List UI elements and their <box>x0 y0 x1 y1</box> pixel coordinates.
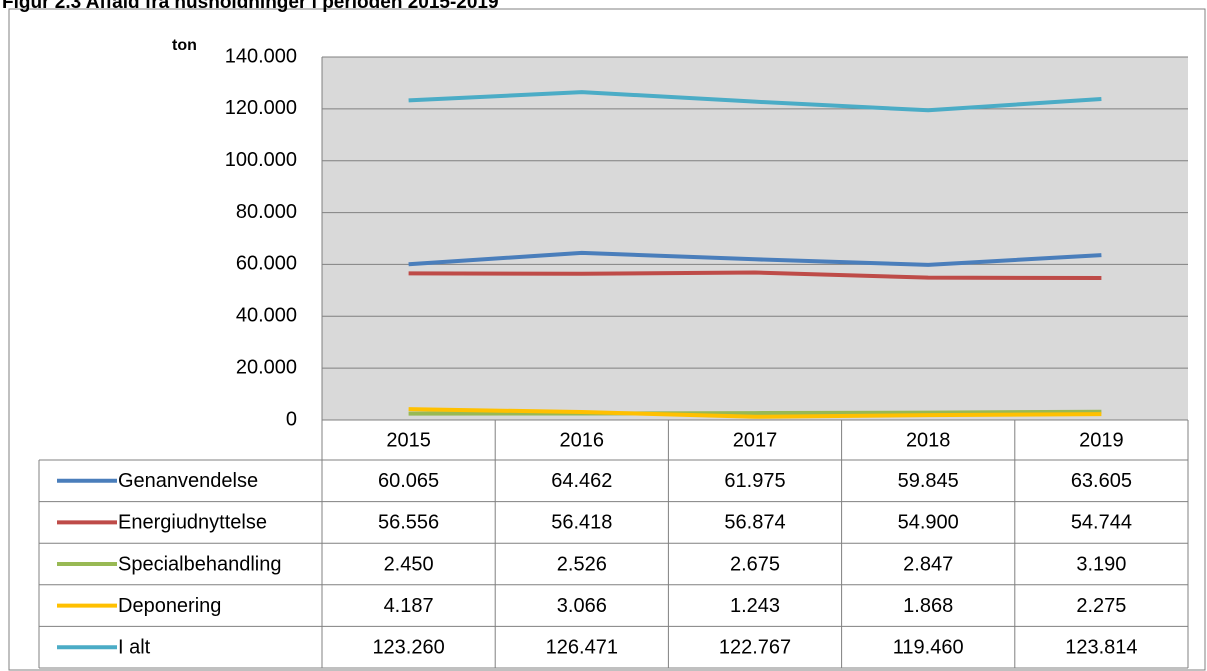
table-value: 63.605 <box>1071 470 1132 492</box>
y-tick-label: 120.000 <box>225 97 297 119</box>
x-tick-label: 2019 <box>1079 429 1124 451</box>
x-tick-label: 2018 <box>906 429 951 451</box>
series-line <box>408 90 1102 113</box>
y-tick-label: 40.000 <box>236 305 297 327</box>
y-tick-label: 100.000 <box>225 149 297 171</box>
series-line <box>408 407 1102 419</box>
legend-label: Specialbehandling <box>118 553 281 575</box>
table-value: 3.066 <box>557 595 607 617</box>
table-value: 2.675 <box>730 553 780 575</box>
legend-label: I alt <box>118 636 151 658</box>
table-value: 2.847 <box>903 553 953 575</box>
chart-title: Figur 2.3 Affald fra husholdninger i per… <box>2 0 499 13</box>
table-value: 1.243 <box>730 595 780 617</box>
y-tick-label: 0 <box>286 408 297 430</box>
table-value: 2.526 <box>557 553 607 575</box>
table-value: 123.814 <box>1065 636 1137 658</box>
x-tick-label: 2015 <box>386 429 431 451</box>
x-tick-label: 2016 <box>560 429 605 451</box>
table-value: 64.462 <box>551 470 612 492</box>
table-value: 56.874 <box>724 512 785 534</box>
series-line <box>408 270 1102 281</box>
table-value: 60.065 <box>378 470 439 492</box>
series-line <box>408 250 1102 267</box>
y-tick-label: 60.000 <box>236 253 297 275</box>
y-tick-label: 140.000 <box>225 45 297 67</box>
table-value: 3.190 <box>1076 553 1126 575</box>
series-line <box>408 409 1102 416</box>
table-value: 119.460 <box>893 636 964 658</box>
table-value: 122.767 <box>719 636 791 658</box>
legend-label: Deponering <box>118 595 221 617</box>
table-value: 4.187 <box>384 595 434 617</box>
table-value: 54.744 <box>1071 512 1132 534</box>
y-tick-label: 20.000 <box>236 356 297 378</box>
table-value: 59.845 <box>898 470 959 492</box>
table-value: 123.260 <box>372 636 444 658</box>
x-tick-label: 2017 <box>733 429 778 451</box>
table-value: 54.900 <box>898 512 959 534</box>
y-tick-label: 80.000 <box>236 201 297 223</box>
plot-area <box>322 57 1188 420</box>
table-value: 126.471 <box>546 636 618 658</box>
table-value: 61.975 <box>724 470 785 492</box>
y-axis-label: ton <box>172 37 197 54</box>
table-value: 2.450 <box>384 553 434 575</box>
table-value: 2.275 <box>1076 595 1126 617</box>
table-value: 1.868 <box>903 595 953 617</box>
table-value: 56.418 <box>551 512 612 534</box>
legend-label: Energiudnyttelse <box>118 512 267 534</box>
legend-label: Genanvendelse <box>118 470 258 492</box>
table-value: 56.556 <box>378 512 439 534</box>
